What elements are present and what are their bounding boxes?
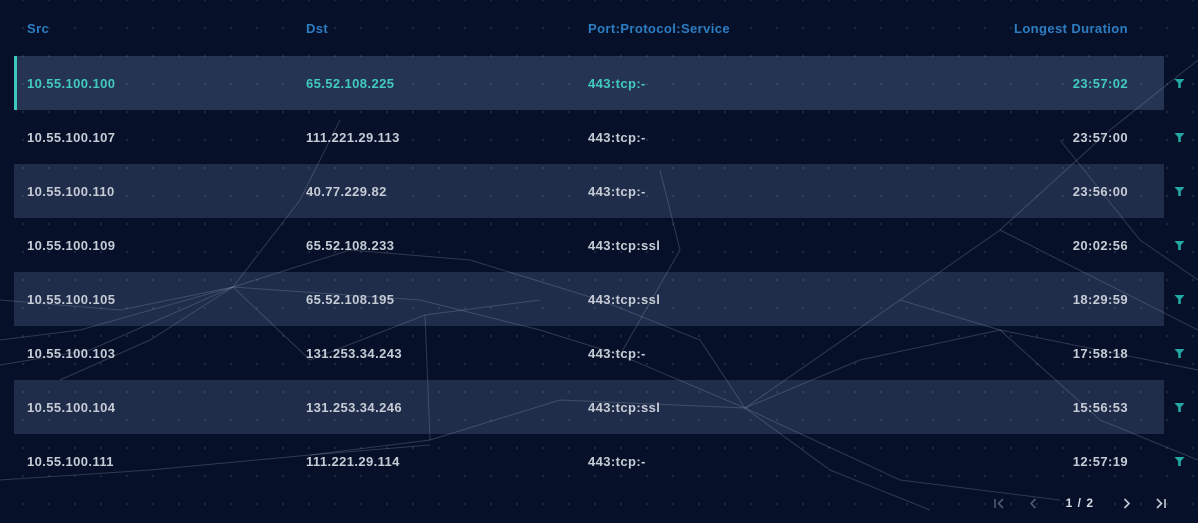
duration-cell: 23:56:00	[1072, 183, 1128, 199]
port-protocol-service-cell: 443:tcp:ssl	[588, 399, 661, 415]
port-protocol-service-cell: 443:tcp:-	[588, 129, 646, 145]
column-header-dst[interactable]: Dst	[306, 20, 329, 36]
filter-funnel-icon	[1174, 402, 1184, 412]
pagination: 1 / 2	[992, 489, 1168, 517]
port-protocol-service-cell: 443:tcp:ssl	[588, 237, 661, 253]
first-page-button[interactable]	[992, 497, 1006, 509]
duration-cell: 15:56:53	[1072, 399, 1128, 415]
column-header-port-protocol-service[interactable]: Port:Protocol:Service	[588, 20, 731, 36]
filter-funnel-icon	[1174, 294, 1184, 304]
duration-cell: 23:57:00	[1072, 129, 1128, 145]
port-protocol-service-cell: 443:tcp:-	[588, 75, 646, 91]
dst-cell: 65.52.108.225	[306, 75, 395, 91]
table-header-row: Src Dst Port:Protocol:Service Longest Du…	[14, 0, 1164, 56]
duration-cell: 17:58:18	[1072, 345, 1128, 361]
port-protocol-service-cell: 443:tcp:-	[588, 183, 646, 199]
table-row[interactable]: 10.55.100.105 65.52.108.195 443:tcp:ssl …	[14, 272, 1184, 326]
row-filter-button[interactable]	[1172, 238, 1186, 252]
table-row[interactable]: 10.55.100.109 65.52.108.233 443:tcp:ssl …	[14, 218, 1184, 272]
page-indicator: 1 / 2	[1065, 496, 1094, 510]
row-filter-button[interactable]	[1172, 454, 1186, 468]
row-filter-button[interactable]	[1172, 400, 1186, 414]
table-row[interactable]: 10.55.100.104 131.253.34.246 443:tcp:ssl…	[14, 380, 1184, 434]
column-header-src[interactable]: Src	[27, 20, 50, 36]
src-cell: 10.55.100.110	[27, 183, 115, 199]
filter-funnel-icon	[1174, 348, 1184, 358]
table-row[interactable]: 10.55.100.107 111.221.29.113 443:tcp:- 2…	[14, 110, 1184, 164]
port-protocol-service-cell: 443:tcp:-	[588, 345, 646, 361]
table-row[interactable]: 10.55.100.110 40.77.229.82 443:tcp:- 23:…	[14, 164, 1184, 218]
dst-cell: 131.253.34.246	[306, 399, 402, 415]
column-header-longest-duration[interactable]: Longest Duration	[1013, 20, 1128, 36]
dst-cell: 131.253.34.243	[306, 345, 402, 361]
port-protocol-service-cell: 443:tcp:-	[588, 453, 646, 469]
filter-funnel-icon	[1174, 132, 1184, 142]
dst-cell: 111.221.29.113	[306, 129, 400, 145]
row-filter-button[interactable]	[1172, 346, 1186, 360]
src-cell: 10.55.100.111	[27, 453, 114, 469]
filter-funnel-icon	[1174, 456, 1184, 466]
src-cell: 10.55.100.105	[27, 291, 116, 307]
dst-cell: 65.52.108.195	[306, 291, 395, 307]
filter-funnel-icon	[1174, 240, 1184, 250]
table-row[interactable]: 10.55.100.100 65.52.108.225 443:tcp:- 23…	[14, 56, 1184, 110]
previous-page-button[interactable]	[1026, 497, 1040, 509]
row-filter-button[interactable]	[1172, 130, 1186, 144]
duration-cell: 20:02:56	[1072, 237, 1128, 253]
dst-cell: 65.52.108.233	[306, 237, 395, 253]
table-row[interactable]: 10.55.100.111 111.221.29.114 443:tcp:- 1…	[14, 434, 1184, 488]
duration-cell: 12:57:19	[1072, 453, 1128, 469]
first-page-icon	[993, 497, 1004, 509]
src-cell: 10.55.100.109	[27, 237, 116, 253]
row-filter-button[interactable]	[1172, 76, 1186, 90]
chevron-right-icon	[1123, 497, 1131, 509]
duration-cell: 18:29:59	[1072, 291, 1128, 307]
filter-funnel-icon	[1174, 78, 1184, 88]
dst-cell: 111.221.29.114	[306, 453, 400, 469]
last-page-button[interactable]	[1154, 497, 1168, 509]
src-cell: 10.55.100.100	[27, 75, 116, 91]
row-filter-button[interactable]	[1172, 292, 1186, 306]
next-page-button[interactable]	[1120, 497, 1134, 509]
src-cell: 10.55.100.104	[27, 399, 116, 415]
dst-cell: 40.77.229.82	[306, 183, 387, 199]
src-cell: 10.55.100.107	[27, 129, 116, 145]
row-filter-button[interactable]	[1172, 184, 1186, 198]
duration-cell: 23:57:02	[1072, 75, 1128, 91]
filter-funnel-icon	[1174, 186, 1184, 196]
src-cell: 10.55.100.103	[27, 345, 116, 361]
chevron-left-icon	[1029, 497, 1036, 509]
port-protocol-service-cell: 443:tcp:ssl	[588, 291, 661, 307]
last-page-icon	[1156, 497, 1166, 509]
table-row[interactable]: 10.55.100.103 131.253.34.243 443:tcp:- 1…	[14, 326, 1184, 380]
